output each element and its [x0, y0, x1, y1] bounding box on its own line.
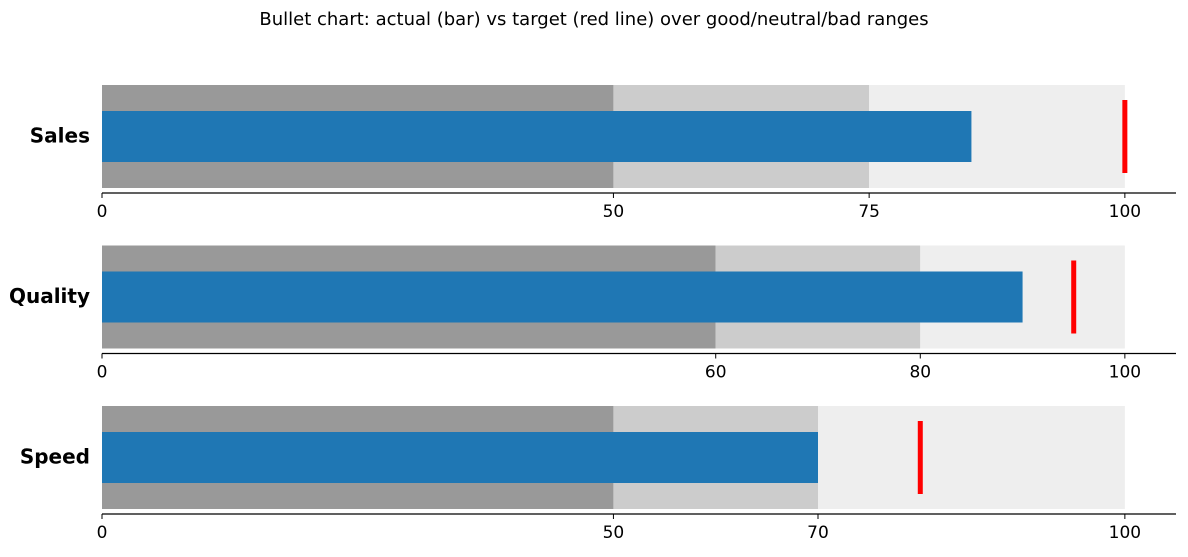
x-tick-label: 100: [1109, 523, 1141, 543]
actual-bar: [102, 271, 1023, 323]
x-tick-label: 60: [705, 363, 727, 383]
x-tick-label: 50: [603, 523, 625, 543]
x-tick-label: 100: [1109, 363, 1141, 383]
x-tick-label: 0: [97, 202, 108, 222]
x-tick-label: 0: [97, 363, 108, 383]
chart-title: Bullet chart: actual (bar) vs target (re…: [259, 9, 928, 30]
x-tick-label: 50: [603, 202, 625, 222]
x-tick-label: 80: [909, 363, 931, 383]
row-label: Sales: [30, 124, 90, 148]
actual-bar: [102, 432, 818, 483]
x-tick-label: 75: [858, 202, 880, 222]
range-band: [818, 406, 1125, 509]
row-label: Quality: [9, 284, 90, 308]
x-tick-label: 70: [807, 523, 829, 543]
actual-bar: [102, 111, 972, 162]
x-tick-label: 0: [97, 523, 108, 543]
x-tick-label: 100: [1109, 202, 1141, 222]
row-label: Speed: [20, 445, 90, 469]
